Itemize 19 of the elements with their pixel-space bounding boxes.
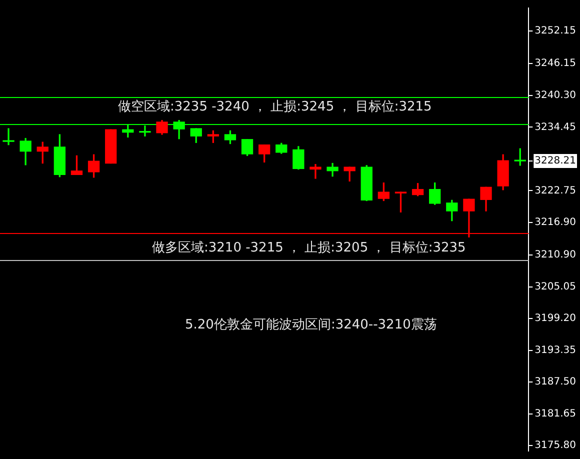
candlestick bbox=[2, 128, 14, 146]
annotation: 做多区域:3210 -3215 ， 止损:3205 ， 目标位:3235 bbox=[152, 240, 466, 256]
y-tick-label: 3210.90 bbox=[534, 250, 576, 261]
y-tick-label: 3187.50 bbox=[534, 376, 576, 388]
y-tick-label: 3222.75 bbox=[534, 185, 576, 196]
y-tick-label: 3252.15 bbox=[534, 26, 576, 37]
y-tick-label: 3216.90 bbox=[534, 217, 576, 228]
y-tick-label: 3181.65 bbox=[534, 408, 576, 420]
y-tick-label: 3205.05 bbox=[534, 281, 576, 292]
y-tick-label: 3234.45 bbox=[534, 122, 576, 133]
annotation: 5.20伦敦金可能波动区间:3240--3210震荡 bbox=[185, 317, 437, 332]
y-tick-label: 3199.20 bbox=[534, 313, 576, 324]
y-tick-label: 3193.35 bbox=[534, 344, 576, 356]
y-tick-label: 3240.30 bbox=[534, 90, 576, 101]
candlestick bbox=[310, 164, 322, 179]
annotation: 做空区域:3235 -3240 ， 止损:3245 ， 目标位:3215 bbox=[118, 99, 432, 114]
y-tick-label: 3246.15 bbox=[534, 58, 576, 70]
y-tick-label: 3175.80 bbox=[534, 440, 576, 452]
y-tick-label: 3228.21 bbox=[534, 156, 576, 167]
